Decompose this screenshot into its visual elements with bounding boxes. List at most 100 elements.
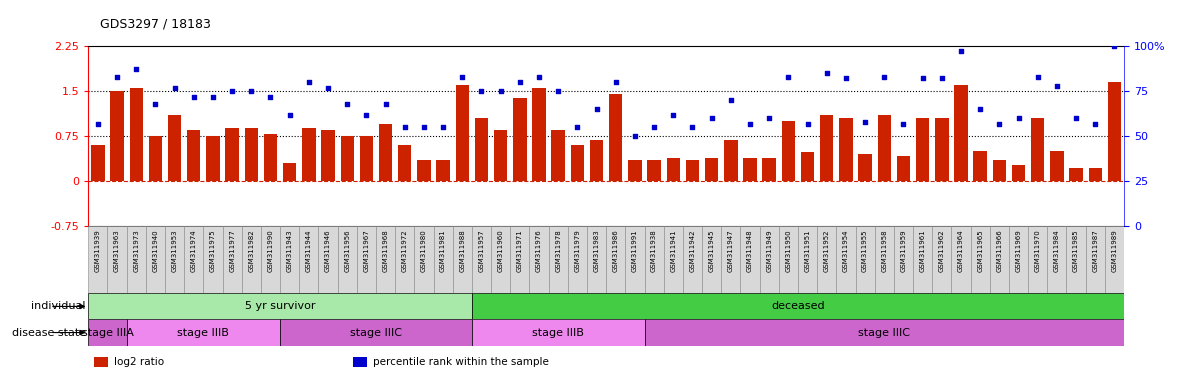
Bar bbox=[107, 226, 127, 293]
Point bbox=[491, 88, 510, 94]
Bar bbox=[625, 226, 645, 293]
Text: GSM311953: GSM311953 bbox=[172, 230, 178, 272]
Bar bbox=[491, 226, 511, 293]
Point bbox=[645, 124, 664, 130]
Point bbox=[204, 93, 222, 99]
Bar bbox=[206, 136, 220, 181]
Bar bbox=[955, 85, 967, 181]
Text: 5 yr survivor: 5 yr survivor bbox=[245, 301, 315, 311]
Bar bbox=[606, 226, 625, 293]
Text: GDS3297 / 18183: GDS3297 / 18183 bbox=[100, 18, 211, 31]
Bar bbox=[127, 319, 280, 346]
Bar bbox=[494, 130, 507, 181]
Text: GSM311942: GSM311942 bbox=[690, 230, 696, 272]
Bar bbox=[165, 226, 184, 293]
Bar bbox=[474, 118, 488, 181]
Bar bbox=[319, 226, 338, 293]
Point bbox=[951, 48, 970, 55]
Text: GSM311952: GSM311952 bbox=[824, 230, 830, 272]
Bar bbox=[379, 124, 392, 181]
Point bbox=[913, 75, 932, 81]
Bar bbox=[280, 226, 299, 293]
Bar bbox=[187, 130, 200, 181]
Text: GSM311978: GSM311978 bbox=[556, 230, 561, 272]
Text: GSM311968: GSM311968 bbox=[383, 230, 388, 272]
Text: GSM311948: GSM311948 bbox=[747, 230, 753, 272]
Point bbox=[395, 124, 414, 130]
Point bbox=[1086, 121, 1105, 127]
Text: GSM311966: GSM311966 bbox=[997, 230, 1003, 272]
Text: deceased: deceased bbox=[771, 301, 825, 311]
Point bbox=[146, 101, 165, 107]
Text: GSM311957: GSM311957 bbox=[479, 230, 485, 272]
Bar bbox=[1031, 118, 1044, 181]
Bar bbox=[245, 128, 258, 181]
Bar bbox=[338, 226, 357, 293]
Bar bbox=[1050, 151, 1064, 181]
Bar bbox=[820, 115, 833, 181]
Bar bbox=[530, 226, 548, 293]
Bar bbox=[683, 226, 701, 293]
Text: GSM311987: GSM311987 bbox=[1092, 230, 1098, 272]
Point bbox=[722, 97, 740, 103]
Bar bbox=[666, 158, 680, 181]
Bar bbox=[763, 158, 776, 181]
Text: GSM311971: GSM311971 bbox=[517, 230, 523, 272]
Bar bbox=[856, 226, 875, 293]
Text: stage IIIA: stage IIIA bbox=[81, 328, 133, 338]
Point bbox=[357, 111, 375, 118]
Bar bbox=[1105, 226, 1124, 293]
Bar bbox=[798, 226, 817, 293]
Bar bbox=[88, 293, 472, 319]
Text: GSM311958: GSM311958 bbox=[882, 230, 887, 272]
Bar bbox=[321, 130, 334, 181]
Bar bbox=[472, 293, 1124, 319]
Bar bbox=[1085, 226, 1105, 293]
Bar bbox=[472, 226, 491, 293]
Text: GSM311961: GSM311961 bbox=[919, 230, 925, 272]
Bar bbox=[935, 118, 949, 181]
Bar bbox=[705, 158, 718, 181]
Text: GSM311986: GSM311986 bbox=[613, 230, 619, 272]
Text: GSM311973: GSM311973 bbox=[133, 230, 139, 272]
Text: GSM311954: GSM311954 bbox=[843, 230, 849, 272]
Point bbox=[511, 79, 530, 85]
Bar bbox=[897, 156, 910, 181]
Point bbox=[587, 106, 606, 112]
Point bbox=[990, 121, 1009, 127]
Point bbox=[817, 70, 836, 76]
Bar bbox=[264, 134, 278, 181]
Point bbox=[625, 133, 644, 139]
Bar bbox=[1089, 168, 1102, 181]
Text: GSM311951: GSM311951 bbox=[805, 230, 811, 272]
Text: disease state: disease state bbox=[12, 328, 86, 338]
Point bbox=[779, 74, 798, 80]
Point bbox=[1105, 43, 1124, 49]
Bar bbox=[417, 160, 431, 181]
Text: GSM311963: GSM311963 bbox=[114, 230, 120, 272]
Bar bbox=[567, 226, 587, 293]
Bar bbox=[398, 145, 412, 181]
Point bbox=[664, 111, 683, 118]
Text: GSM311974: GSM311974 bbox=[191, 230, 197, 272]
Bar bbox=[340, 136, 354, 181]
Point bbox=[107, 74, 126, 80]
Point bbox=[798, 121, 817, 127]
Point bbox=[414, 124, 433, 130]
Bar bbox=[414, 226, 433, 293]
Point bbox=[242, 88, 261, 94]
Bar bbox=[990, 226, 1009, 293]
Text: GSM311956: GSM311956 bbox=[344, 230, 351, 272]
Text: GSM311938: GSM311938 bbox=[651, 230, 657, 272]
Bar bbox=[453, 226, 472, 293]
Point bbox=[185, 93, 204, 99]
Bar bbox=[645, 319, 1124, 346]
Point bbox=[338, 101, 357, 107]
Bar bbox=[817, 226, 837, 293]
Text: GSM311970: GSM311970 bbox=[1035, 230, 1040, 272]
Bar bbox=[226, 128, 239, 181]
Text: stage IIIB: stage IIIB bbox=[178, 328, 230, 338]
Bar bbox=[839, 118, 852, 181]
Bar bbox=[513, 98, 526, 181]
Bar bbox=[1029, 226, 1048, 293]
